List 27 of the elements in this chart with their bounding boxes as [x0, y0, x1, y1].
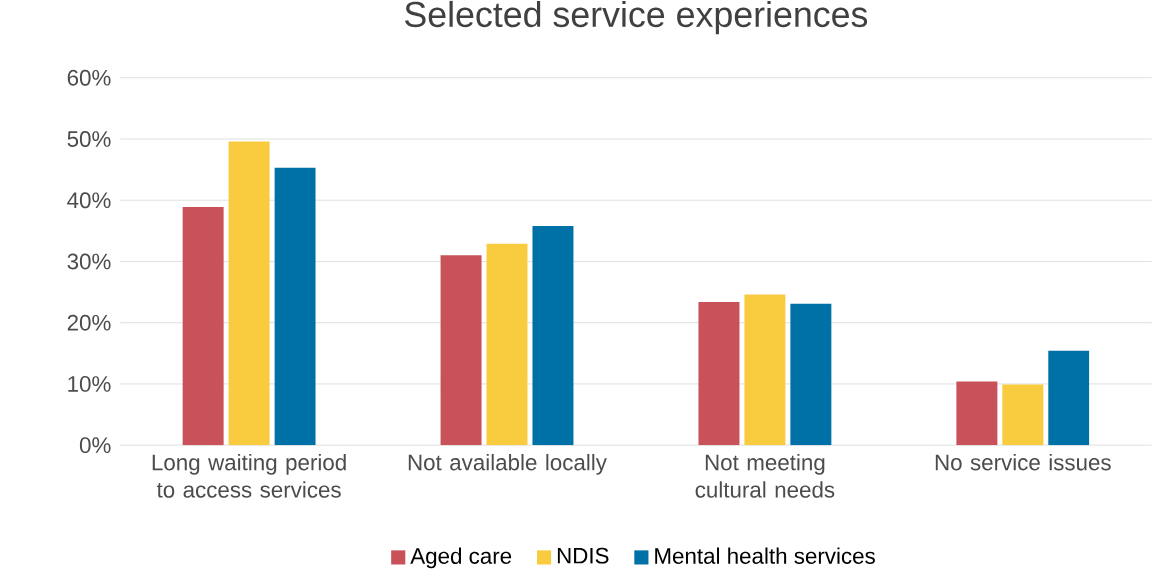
x-tick-label: Not meeting cultural needs [695, 454, 835, 498]
bar [486, 243, 528, 446]
y-tick-label: 0% [79, 437, 111, 454]
y-tick-label: 50% [67, 131, 111, 148]
bar [182, 207, 224, 446]
chart-title: Selected service experiences [405, 1, 868, 35]
bar [274, 168, 316, 446]
x-tick-label: Long waiting period to access services [152, 454, 346, 498]
bar [1002, 384, 1044, 446]
bar [744, 294, 786, 446]
bar [790, 303, 832, 446]
bar [440, 255, 482, 446]
bar [956, 381, 998, 446]
bar [1048, 351, 1090, 446]
x-tick-label: No service issues [935, 454, 1111, 471]
legend-label: Mental health services [655, 547, 875, 565]
y-tick-label: 60% [67, 70, 111, 86]
legend-label: NDIS [557, 548, 609, 564]
y-tick-label: 40% [67, 192, 111, 209]
legend-label: Aged care [410, 547, 512, 569]
bar [532, 226, 574, 446]
y-tick-label: 10% [68, 376, 111, 393]
bar [698, 302, 740, 446]
y-tick-label: 30% [67, 253, 111, 270]
bar [228, 141, 270, 446]
y-tick-label: 20% [67, 315, 111, 331]
x-tick-label: Not available locally [408, 454, 607, 476]
